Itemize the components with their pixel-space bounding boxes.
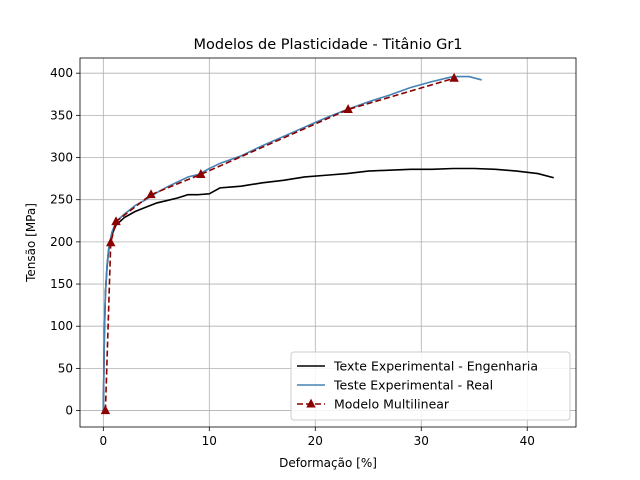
x-tick-label: 0 <box>99 434 107 448</box>
y-tick-label: 300 <box>50 151 73 165</box>
series-3-marker <box>196 169 206 178</box>
series-3-marker <box>146 189 156 199</box>
y-tick-label: 50 <box>58 361 73 375</box>
legend-marker-3 <box>306 398 316 408</box>
grid-lines <box>80 58 576 427</box>
y-axis-label: Tensão [MPa] <box>24 203 38 283</box>
y-tick-label: 200 <box>50 235 73 249</box>
x-tick-label: 40 <box>520 434 535 448</box>
y-tick-label: 0 <box>65 404 73 418</box>
x-axis-label: Deformação [%] <box>279 456 377 470</box>
legend-label-3: Modelo Multilinear <box>334 397 450 412</box>
y-tick-label: 400 <box>50 66 73 80</box>
series-3-marker <box>106 237 116 247</box>
y-tick-label: 100 <box>50 319 73 333</box>
y-tick-label: 150 <box>50 277 73 291</box>
plot-area-frame <box>79 57 577 428</box>
series-3-marker <box>100 405 111 415</box>
y-tick-label: 350 <box>50 108 73 122</box>
series-line-2 <box>102 75 482 411</box>
chart-title: Modelos de Plasticidade - Titânio Gr1 <box>193 37 462 53</box>
plot-series <box>100 72 554 415</box>
x-tick-label: 20 <box>308 434 323 448</box>
series-3-marker <box>343 104 353 113</box>
series-3-marker <box>449 72 459 82</box>
x-tick-label: 30 <box>414 434 429 448</box>
legend-label-1: Texte Experimental - Engenharia <box>333 359 538 374</box>
legend-label-2: Teste Experimental - Real <box>333 378 493 393</box>
legend: Texte Experimental - Engenharia Teste Exp… <box>290 351 571 421</box>
legend-box <box>290 351 571 421</box>
series-3-marker <box>111 216 121 226</box>
y-tick-label: 250 <box>50 193 73 207</box>
x-tick-label: 10 <box>202 434 217 448</box>
